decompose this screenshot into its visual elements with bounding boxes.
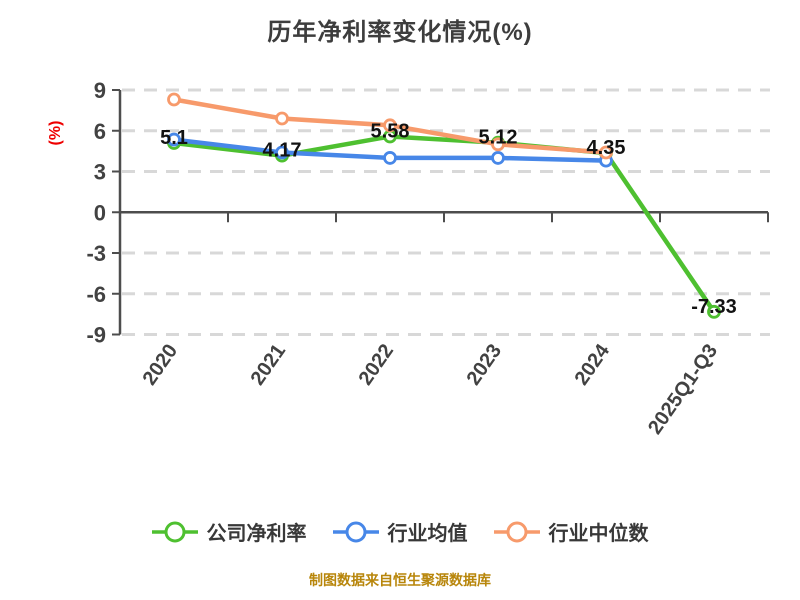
legend-label-industry-median: 行业中位数	[548, 523, 649, 545]
y-tick-label: 0	[94, 200, 106, 225]
x-tick-label: 2023	[463, 340, 507, 389]
data-point-industry-median	[383, 118, 397, 133]
legend-marker-company-icon	[151, 521, 198, 542]
data-label-company: 5.58	[371, 120, 410, 142]
legend-marker-industry-median-icon	[493, 521, 540, 542]
x-tick-label: 2024	[571, 340, 615, 390]
data-label-company: 5.1	[160, 127, 188, 149]
y-tick-label: -6	[86, 282, 106, 307]
data-point-industry-median	[275, 111, 289, 126]
legend-label-industry-avg: 行业均值	[387, 523, 468, 545]
y-tick-label: 3	[94, 160, 106, 185]
data-label-company: -7.33	[691, 296, 737, 318]
data-point-company	[707, 304, 721, 319]
data-point-industry-avg	[383, 151, 397, 165]
data-point-industry-median	[599, 145, 613, 160]
x-tick-label: 2020	[139, 340, 183, 389]
x-tick-label: 2025Q1-Q3	[644, 340, 722, 438]
legend-marker-industry-avg-icon	[332, 521, 379, 542]
data-point-industry-avg	[167, 132, 181, 147]
data-point-industry-avg	[275, 145, 289, 160]
legend-item-industry-avg[interactable]: 行业均值	[332, 517, 468, 546]
data-label-company: 4.17	[263, 140, 302, 162]
data-point-industry-avg	[491, 151, 505, 165]
legend-item-industry-median[interactable]: 行业中位数	[493, 517, 649, 546]
data-label-company: 4.35	[587, 137, 626, 159]
x-tick-label: 2021	[247, 340, 291, 389]
legend-item-company[interactable]: 公司净利率	[151, 517, 307, 546]
data-source-note: 制图数据来自恒生聚源数据库	[309, 572, 491, 588]
y-tick-label: -3	[86, 241, 106, 266]
data-point-industry-median	[491, 137, 505, 152]
series-line-company	[171, 134, 717, 315]
y-tick-label: -9	[86, 323, 106, 348]
chart-legend: 公司净利率 行业均值 行业中位数	[0, 517, 800, 546]
data-point-industry-median	[167, 92, 181, 107]
y-tick-label: 9	[94, 78, 106, 103]
legend-label-company: 公司净利率	[206, 523, 307, 545]
x-tick-label: 2022	[355, 340, 399, 389]
y-tick-label: 6	[94, 119, 106, 144]
chart-title: 历年净利率变化情况(%)	[267, 19, 533, 46]
data-label-company: 5.12	[479, 127, 518, 149]
